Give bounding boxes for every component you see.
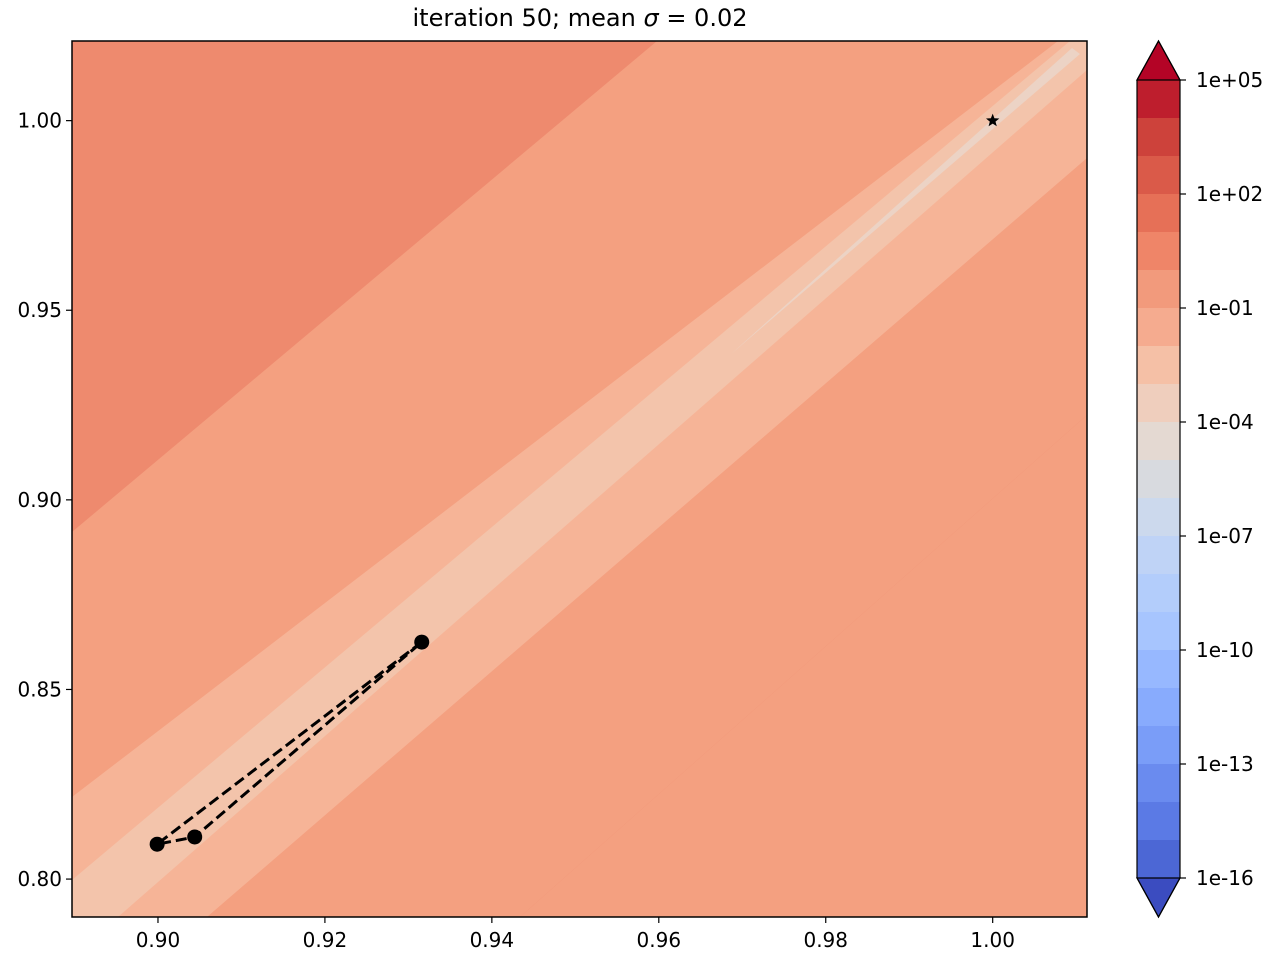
x-tick-label: 0.90 [136, 928, 181, 952]
colorbar: 1e+05 1e+02 1e-01 1e-04 1e-07 1e-10 1e-13 1e-16 [1135, 39, 1263, 919]
plot-frame [71, 40, 1088, 918]
chart-title-symbol: σ [643, 4, 659, 32]
colorbar-band [1137, 270, 1180, 309]
trajectory [149, 634, 430, 852]
trajectory-line [156, 640, 423, 846]
colorbar-band [1137, 232, 1180, 271]
contour-band-core [72, 41, 1087, 917]
colorbar-band [1137, 156, 1180, 195]
y-tick-label: 0.95 [17, 298, 62, 322]
chart-title: iteration 50; mean σ = 0.02 [413, 4, 748, 32]
colorbar-band [1137, 118, 1180, 157]
colorbar-band [1137, 764, 1180, 803]
optimum-star-marker [986, 113, 1000, 127]
colorbar-tick-label: 1e+05 [1196, 68, 1263, 92]
x-tick-label: 0.96 [637, 928, 682, 952]
colorbar-tick-label: 1e-10 [1196, 638, 1254, 662]
colorbar-band [1137, 194, 1180, 233]
trajectory-point-1 [149, 836, 165, 852]
y-tick-label: 0.85 [17, 677, 62, 701]
y-tick-label: 1.00 [17, 109, 62, 133]
colorbar-band [1137, 80, 1180, 119]
colorbar-band [1137, 460, 1180, 499]
x-axis: 0.90 0.92 0.94 0.96 0.98 1.00 [136, 917, 1015, 952]
colorbar-tick-label: 1e-07 [1196, 524, 1254, 548]
optimum-marker-group [986, 113, 1000, 127]
colorbar-band [1137, 688, 1180, 727]
contour-band-mid-2 [520, 415, 1087, 917]
plot-area [71, 40, 1088, 918]
colorbar-extend-max [1135, 39, 1182, 81]
colorbar-band [1137, 840, 1180, 879]
contour-bands [72, 41, 1087, 917]
colorbar-band [1137, 422, 1180, 461]
colorbar-band [1137, 612, 1180, 651]
chart-title-suffix: = 0.02 [659, 4, 748, 32]
contour-band-valley [730, 48, 1080, 355]
colorbar-band [1137, 498, 1180, 537]
colorbar-band [1137, 536, 1180, 575]
colorbar-tick-label: 1e-01 [1196, 296, 1254, 320]
y-tick-label: 0.90 [17, 488, 62, 512]
chart-title-prefix: iteration 50; mean [413, 4, 644, 32]
colorbar-tick-label: 1e-16 [1196, 866, 1254, 890]
y-axis: 0.80 0.85 0.90 0.95 1.00 [17, 109, 72, 891]
colorbar-band [1137, 726, 1180, 765]
x-tick-label: 0.92 [303, 928, 348, 952]
y-tick-label: 0.80 [17, 867, 62, 891]
trajectory-point-2 [187, 829, 203, 845]
colorbar-band [1137, 802, 1180, 841]
trajectory-point-0 [414, 634, 430, 650]
colorbar-band [1137, 308, 1180, 347]
x-tick-label: 0.98 [803, 928, 848, 952]
x-tick-label: 1.00 [970, 928, 1015, 952]
x-tick-label: 0.94 [470, 928, 515, 952]
colorbar-band [1137, 346, 1180, 385]
colorbar-band [1137, 574, 1180, 613]
colorbar-tick-label: 1e-04 [1196, 410, 1254, 434]
colorbar-tick-label: 1e-13 [1196, 752, 1254, 776]
colorbar-tick-label: 1e+02 [1196, 182, 1263, 206]
colorbar-band [1137, 384, 1180, 423]
colorbar-band [1137, 650, 1180, 689]
colorbar-extend-min [1135, 877, 1182, 919]
